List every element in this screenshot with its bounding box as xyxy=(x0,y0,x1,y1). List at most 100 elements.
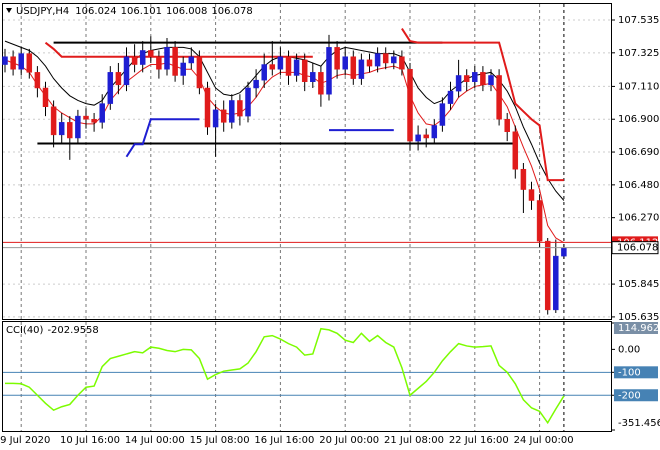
candle-body xyxy=(99,103,105,123)
candle-body xyxy=(447,90,454,104)
candle-body xyxy=(123,56,130,86)
y-tick-label: 114.9627 xyxy=(618,323,660,334)
candle-body xyxy=(204,87,211,128)
plot-layer: 9 Jul 2020 10 Jul 16:00 14 Jul 00:00 15 Jul… xyxy=(0,4,660,446)
main-panel xyxy=(2,3,612,320)
candle-body xyxy=(148,50,154,57)
candle-body xyxy=(237,100,243,117)
x-tick-label: 14 Jul 00:00 xyxy=(125,435,185,446)
overlay-line xyxy=(125,118,200,158)
candle-body xyxy=(544,240,551,311)
x-tick-label: 16 Jul 16:00 xyxy=(254,435,314,446)
candle-body xyxy=(277,56,284,70)
candle-body xyxy=(164,47,170,70)
y-tick-label: 107.110 xyxy=(618,81,659,92)
symbol: USDJPY,H4 xyxy=(16,6,69,17)
y-tick-label: -351.4568 xyxy=(618,418,660,429)
candle-body xyxy=(180,62,186,76)
candle-body xyxy=(310,72,316,82)
candle-body xyxy=(520,168,527,190)
candle-body xyxy=(561,247,567,257)
x-tick-label: 24 Jul 00:00 xyxy=(514,435,574,446)
candle-body xyxy=(91,118,97,123)
x-tick-label: 22 Jul 16:00 xyxy=(449,435,509,446)
candle-body xyxy=(131,56,138,65)
candle-body xyxy=(18,53,24,70)
candle-body xyxy=(480,72,486,86)
overlay-line xyxy=(401,28,564,182)
candle-body xyxy=(455,75,462,92)
indicator-panel xyxy=(2,321,612,432)
y-tick-label: 105.845 xyxy=(618,279,659,290)
candle-body xyxy=(326,47,332,95)
candle-body xyxy=(439,103,446,126)
overlay-line xyxy=(4,59,565,244)
candle-body xyxy=(156,56,162,70)
y-tick-label: -100 xyxy=(618,367,641,378)
candle-body xyxy=(245,87,251,117)
candle-body xyxy=(139,50,146,65)
candle-body xyxy=(253,79,259,89)
x-tick-label: 9 Jul 2020 xyxy=(0,435,50,446)
y-tick-label: 0.00 xyxy=(618,344,640,355)
candle-body xyxy=(463,75,470,82)
y-tick-label: 107.535 xyxy=(618,15,659,26)
x-tick-label: 20 Jul 00:00 xyxy=(319,435,379,446)
candle-body xyxy=(504,118,510,132)
last-open: 106.024 xyxy=(75,6,116,17)
candle-body xyxy=(26,53,33,73)
candle-body xyxy=(342,56,348,70)
candle-body xyxy=(496,75,502,120)
candle-body xyxy=(407,68,413,142)
y-tick-label: 106.900 xyxy=(618,114,659,125)
candle-body xyxy=(10,56,16,70)
candle-body xyxy=(358,59,365,79)
candle-body xyxy=(67,122,73,139)
x-tick-label: 21 Jul 08:00 xyxy=(384,435,444,446)
candle-body xyxy=(2,56,8,65)
y-tick-label: 105.635 xyxy=(618,312,659,323)
candle-body xyxy=(34,72,41,89)
candle-body xyxy=(115,72,122,86)
candle-body xyxy=(423,134,429,139)
y-tick-label: 106.690 xyxy=(618,147,659,158)
last-low: 106.008 xyxy=(166,6,207,17)
indicator-line xyxy=(5,327,565,425)
candle-body xyxy=(488,75,494,86)
candle-body xyxy=(350,56,357,79)
menu-arrow xyxy=(6,8,12,13)
x-tick-label: 15 Jul 08:00 xyxy=(190,435,250,446)
candle-body xyxy=(107,72,114,104)
candle-body xyxy=(172,47,178,76)
y-tick-label: 107.325 xyxy=(618,48,659,59)
chart-header: USDJPY,H4 106.024 106.101 106.008 106.078 xyxy=(16,6,253,17)
candle-body xyxy=(83,115,89,120)
candle-body xyxy=(472,72,478,82)
candle-body xyxy=(415,134,421,142)
candle-body xyxy=(431,125,438,139)
candle-body xyxy=(536,200,543,242)
candle-body xyxy=(220,109,227,123)
bid-label-box xyxy=(611,241,659,255)
y-tick-box xyxy=(614,322,658,334)
candle-body xyxy=(50,106,57,136)
candle-body xyxy=(212,109,219,128)
candle-body xyxy=(318,72,324,95)
y-tick-label: 106.480 xyxy=(618,180,659,191)
last-close: 106.078 xyxy=(211,6,252,17)
indicator-header: CCI(40) -202.9558 xyxy=(6,325,99,336)
candle-body xyxy=(374,53,381,67)
y-tick-label: 106.270 xyxy=(618,213,659,224)
candle-body xyxy=(269,64,276,70)
y-tick-box xyxy=(614,366,658,379)
candle-body xyxy=(42,87,49,107)
candle-body xyxy=(366,59,373,67)
candle-body xyxy=(58,122,65,136)
candle-body xyxy=(188,56,195,64)
y-tick-label: -200 xyxy=(618,390,641,401)
candle-body xyxy=(196,56,203,89)
candle-body xyxy=(301,59,308,82)
candle-body xyxy=(391,56,397,64)
candle-body xyxy=(512,131,519,170)
